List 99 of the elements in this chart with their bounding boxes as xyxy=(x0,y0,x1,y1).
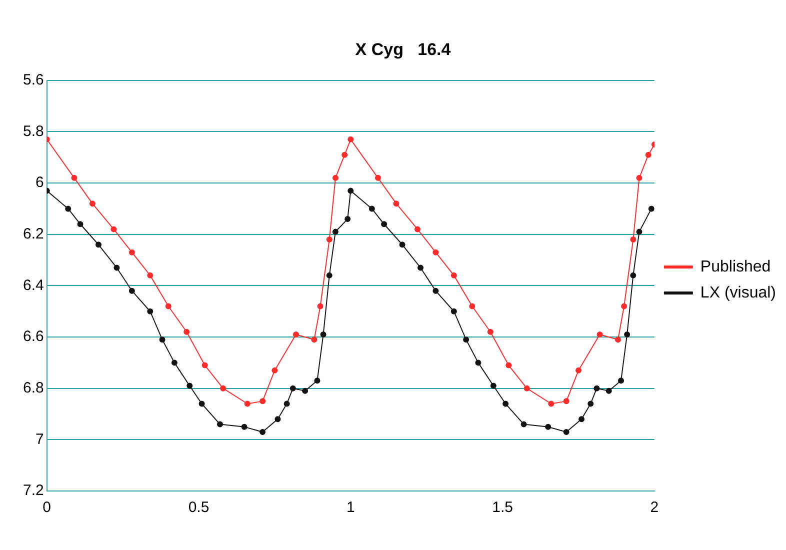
point xyxy=(65,206,72,212)
point xyxy=(520,421,527,428)
point xyxy=(241,424,248,430)
x-tick-label: 0.5 xyxy=(188,499,210,516)
point xyxy=(332,174,338,181)
point xyxy=(414,226,420,232)
point xyxy=(292,331,299,338)
point xyxy=(344,216,351,222)
point xyxy=(381,221,388,228)
point xyxy=(618,378,624,384)
point xyxy=(596,331,603,338)
point xyxy=(636,228,642,235)
chart-title: X Cyg 16.4 xyxy=(355,40,452,59)
point xyxy=(272,367,278,374)
point xyxy=(95,242,102,248)
point xyxy=(475,360,482,366)
point xyxy=(432,249,439,256)
point xyxy=(588,400,594,407)
x-tick-label: 1.5 xyxy=(492,499,513,516)
y-tick-label: 6.8 xyxy=(22,379,44,396)
point xyxy=(645,152,652,158)
point xyxy=(302,388,308,394)
legend-label: Published xyxy=(700,258,771,276)
point xyxy=(348,136,354,142)
point xyxy=(575,367,582,374)
point xyxy=(114,264,120,271)
point xyxy=(548,400,554,407)
point xyxy=(284,400,290,407)
point xyxy=(220,385,226,392)
y-tick-label: 6.2 xyxy=(22,226,44,243)
point xyxy=(311,336,318,343)
point xyxy=(450,272,457,278)
point xyxy=(506,362,512,368)
point xyxy=(202,362,208,368)
y-tick-label: 7.2 xyxy=(22,482,44,500)
point xyxy=(184,328,190,335)
point xyxy=(244,400,250,407)
point xyxy=(128,249,135,256)
point xyxy=(274,416,281,422)
point xyxy=(630,272,636,278)
point xyxy=(606,388,612,394)
point xyxy=(317,303,324,310)
x-tick-label: 1 xyxy=(346,499,355,516)
point xyxy=(418,264,424,271)
x-tick-label: 0 xyxy=(42,499,52,516)
point xyxy=(342,152,348,158)
point xyxy=(630,236,636,243)
point xyxy=(469,303,476,310)
point xyxy=(636,174,642,181)
point xyxy=(578,416,585,422)
y-tick-label: 5.6 xyxy=(22,72,44,89)
y-tick-label: 6.4 xyxy=(22,276,44,294)
point xyxy=(624,331,630,338)
point xyxy=(159,336,166,343)
point xyxy=(165,303,172,310)
point xyxy=(147,272,154,278)
y-tick-label: 5.8 xyxy=(22,122,44,140)
point xyxy=(326,272,332,278)
point xyxy=(399,242,406,248)
point xyxy=(594,385,600,392)
point xyxy=(89,200,96,207)
point xyxy=(374,174,381,181)
point xyxy=(463,336,470,343)
legend-label: LX (visual) xyxy=(700,284,776,302)
point xyxy=(621,303,628,310)
point xyxy=(110,226,117,232)
point xyxy=(432,288,439,294)
point xyxy=(332,228,338,235)
point xyxy=(614,336,621,343)
point xyxy=(147,308,154,314)
point xyxy=(71,174,78,181)
point xyxy=(171,360,178,366)
point xyxy=(450,308,457,314)
y-tick-label: 7 xyxy=(36,430,44,448)
point xyxy=(260,428,266,435)
y-tick-label: 6 xyxy=(36,174,44,192)
point xyxy=(393,200,400,207)
point xyxy=(314,378,320,384)
point xyxy=(487,328,494,335)
point xyxy=(128,288,135,294)
point xyxy=(524,385,530,392)
y-tick-label: 6.6 xyxy=(22,328,44,346)
point xyxy=(490,382,496,389)
point xyxy=(326,236,332,243)
point xyxy=(563,398,570,404)
point xyxy=(648,206,654,212)
point xyxy=(320,331,326,338)
point xyxy=(198,400,205,407)
point xyxy=(290,385,296,392)
point xyxy=(563,428,570,435)
point xyxy=(186,382,193,389)
point xyxy=(77,221,84,228)
point xyxy=(260,398,266,404)
point xyxy=(368,206,375,212)
point xyxy=(502,400,509,407)
point xyxy=(545,424,552,430)
point xyxy=(217,421,224,428)
x-tick-label: 2 xyxy=(650,499,659,516)
point xyxy=(348,188,354,194)
